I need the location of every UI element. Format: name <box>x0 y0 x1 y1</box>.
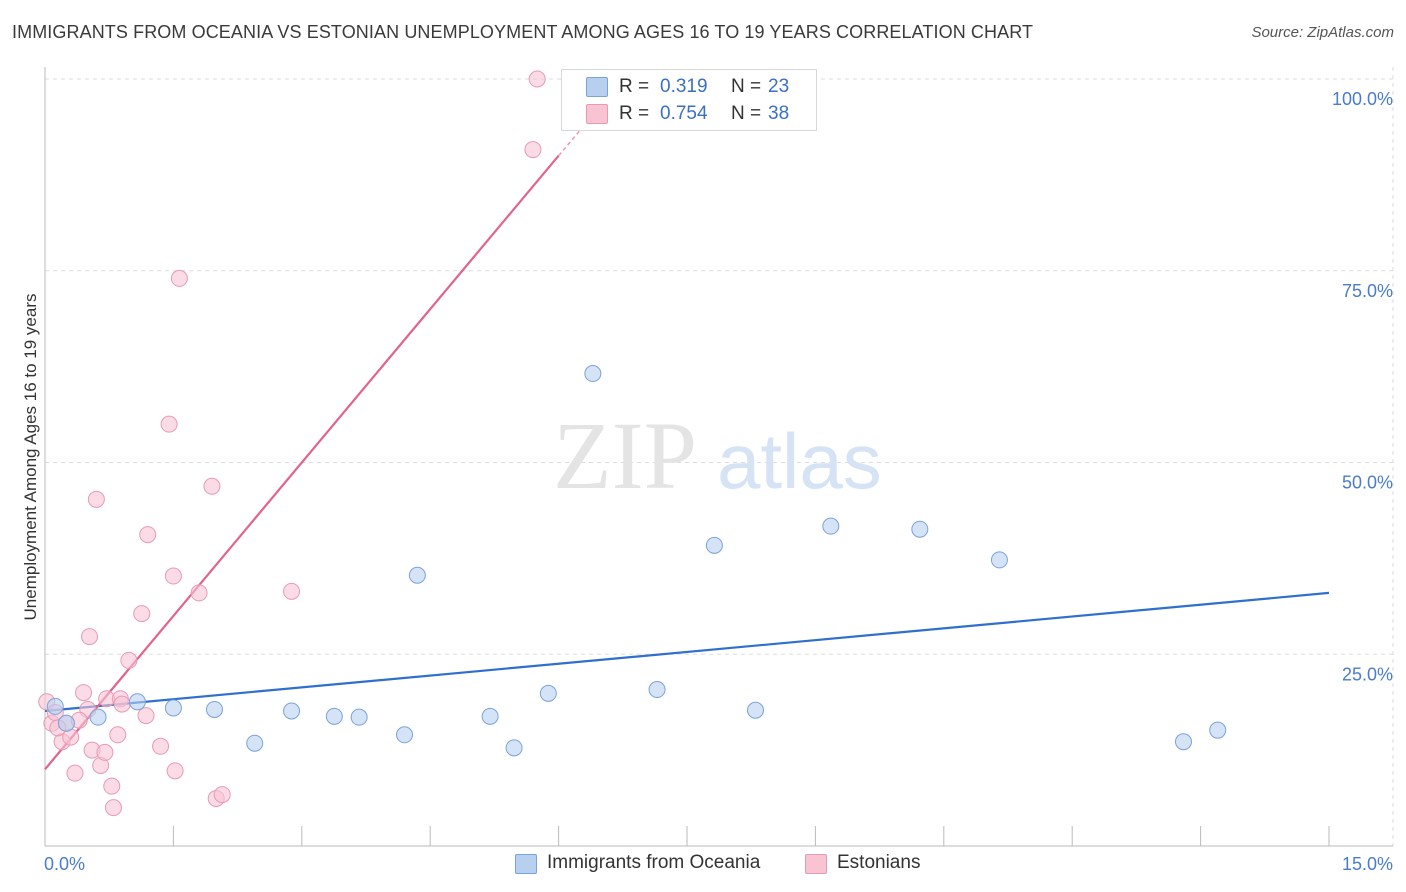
data-point-oceania <box>705 536 723 554</box>
watermark-atlas: atlas <box>717 417 882 505</box>
data-point-estonians <box>213 786 231 804</box>
data-point-oceania <box>164 699 182 717</box>
data-point-oceania <box>128 693 146 711</box>
legend-n-label: N = <box>731 76 762 97</box>
trend-line-estonians <box>44 154 560 771</box>
data-point-estonians <box>170 269 188 287</box>
data-point-oceania <box>205 700 223 718</box>
data-point-estonians <box>87 490 105 508</box>
grid-layer <box>45 67 1394 846</box>
data-point-oceania <box>539 684 557 702</box>
legend-swatch-pink <box>805 854 827 874</box>
y-axis-label: Unemployment Among Ages 16 to 19 years <box>21 294 40 621</box>
legend-label-estonians: Estonians <box>837 852 921 873</box>
data-point-estonians <box>160 415 178 433</box>
data-point-oceania <box>396 726 414 744</box>
source-label: Source: ZipAtlas.com <box>1251 24 1394 41</box>
legend-swatch-blue <box>586 77 608 97</box>
data-point-estonians <box>109 726 127 744</box>
data-point-oceania <box>1174 733 1192 751</box>
legend-n-value: 38 <box>768 103 790 124</box>
data-point-oceania <box>89 708 107 726</box>
data-point-oceania <box>246 734 264 752</box>
data-point-estonians <box>81 628 99 646</box>
data-point-estonians <box>524 141 542 159</box>
legend-label-oceania: Immigrants from Oceania <box>547 852 761 873</box>
data-point-estonians <box>137 707 155 725</box>
data-point-estonians <box>75 684 93 702</box>
data-point-oceania <box>584 365 602 383</box>
watermark: ZIP atlas <box>553 402 882 509</box>
y-tick-label: 100.0% <box>1332 89 1393 109</box>
data-point-oceania <box>746 701 764 719</box>
data-point-oceania <box>822 517 840 535</box>
data-point-oceania <box>350 708 368 726</box>
data-point-estonians <box>96 743 114 761</box>
data-point-estonians <box>66 764 84 782</box>
data-point-estonians <box>104 799 122 817</box>
data-point-estonians <box>113 695 131 713</box>
data-point-oceania <box>57 714 75 732</box>
data-point-oceania <box>990 551 1008 569</box>
data-point-oceania <box>911 520 929 538</box>
data-point-estonians <box>203 477 221 495</box>
legend-r-label: R = <box>619 103 650 124</box>
data-point-estonians <box>120 651 138 669</box>
data-point-estonians <box>139 526 157 544</box>
trend-line-estonians-extension <box>558 129 581 157</box>
data-point-oceania <box>283 702 301 720</box>
legend-r-value: 0.754 <box>660 103 708 124</box>
data-point-estonians <box>133 605 151 623</box>
watermark-zip: ZIP <box>553 402 697 509</box>
legend-r-label: R = <box>619 76 650 97</box>
data-point-oceania <box>46 697 64 715</box>
data-point-oceania <box>408 566 426 584</box>
y-tick-label: 75.0% <box>1342 281 1393 301</box>
tick-labels: 25.0% 50.0% 75.0% 100.0% 0.0% 15.0% <box>44 89 1393 874</box>
correlation-legend: R = 0.319 N = 23 R = 0.754 N = 38 <box>561 69 817 131</box>
x-tick-label: 0.0% <box>44 854 85 874</box>
points-layer <box>38 70 1227 817</box>
data-point-oceania <box>1209 721 1227 739</box>
data-point-oceania <box>325 707 343 725</box>
data-point-estonians <box>103 777 121 795</box>
data-point-estonians <box>283 582 301 600</box>
trend-line-oceania <box>44 591 1330 713</box>
y-tick-label: 25.0% <box>1342 664 1393 684</box>
data-point-oceania <box>648 681 666 699</box>
legend-r-value: 0.319 <box>660 76 708 97</box>
legend-n-label: N = <box>731 103 762 124</box>
data-point-estonians <box>164 567 182 585</box>
data-point-estonians <box>166 762 184 780</box>
data-point-oceania <box>505 739 523 757</box>
axes-layer <box>44 67 1393 847</box>
data-point-estonians <box>528 70 546 88</box>
legend-swatch-pink <box>586 104 608 124</box>
x-tick-label: 15.0% <box>1342 854 1393 874</box>
chart-title: IMMIGRANTS FROM OCEANIA VS ESTONIAN UNEM… <box>12 22 1034 42</box>
y-tick-label: 50.0% <box>1342 473 1393 493</box>
data-point-estonians <box>152 737 170 755</box>
legend-swatch-blue <box>515 854 537 874</box>
data-point-oceania <box>481 707 499 725</box>
data-point-estonians <box>190 584 208 602</box>
legend-n-value: 23 <box>768 76 790 97</box>
